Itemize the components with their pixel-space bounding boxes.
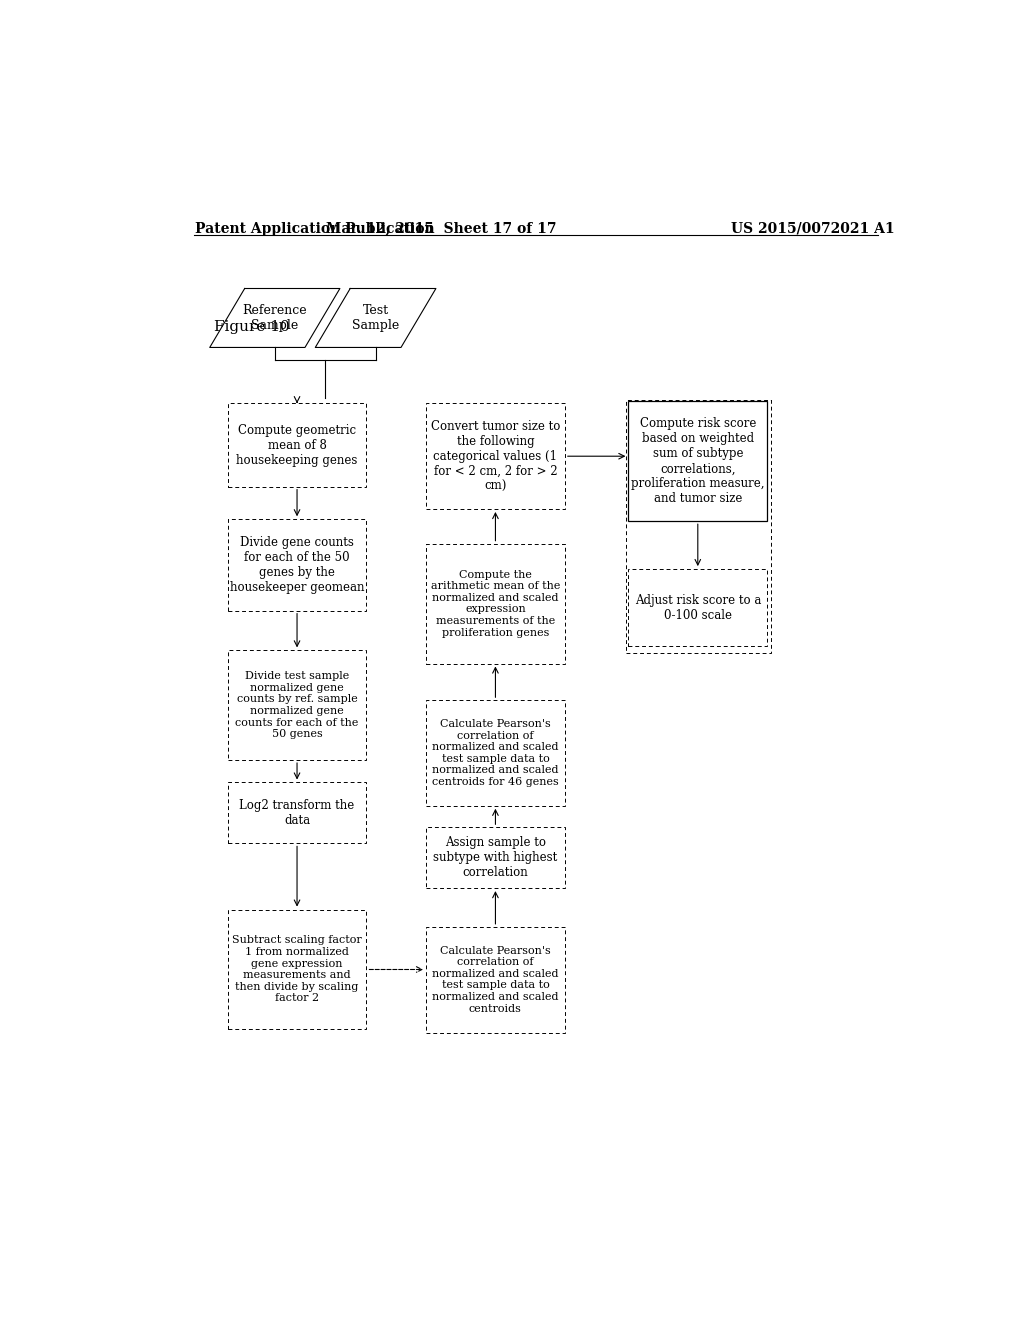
Text: Reference
Sample: Reference Sample [243,304,307,331]
FancyBboxPatch shape [227,783,367,843]
Text: US 2015/0072021 A1: US 2015/0072021 A1 [731,222,895,235]
FancyBboxPatch shape [227,404,367,487]
Text: Convert tumor size to
the following
categorical values (1
for < 2 cm, 2 for > 2
: Convert tumor size to the following cate… [431,420,560,492]
FancyBboxPatch shape [629,569,767,647]
FancyBboxPatch shape [426,404,565,510]
Text: Log2 transform the
data: Log2 transform the data [240,799,354,826]
Text: Divide gene counts
for each of the 50
genes by the
housekeeper geomean: Divide gene counts for each of the 50 ge… [229,536,365,594]
FancyBboxPatch shape [426,927,565,1032]
Text: Calculate Pearson's
correlation of
normalized and scaled
test sample data to
nor: Calculate Pearson's correlation of norma… [432,719,559,787]
Text: Subtract scaling factor
1 from normalized
gene expression
measurements and
then : Subtract scaling factor 1 from normalize… [232,936,361,1003]
FancyBboxPatch shape [227,519,367,611]
FancyBboxPatch shape [426,544,565,664]
FancyBboxPatch shape [629,401,767,521]
Text: Patent Application Publication: Patent Application Publication [196,222,435,235]
FancyBboxPatch shape [426,700,565,805]
FancyBboxPatch shape [227,651,367,760]
Text: Calculate Pearson's
correlation of
normalized and scaled
test sample data to
nor: Calculate Pearson's correlation of norma… [432,945,559,1014]
Text: Mar. 12, 2015  Sheet 17 of 17: Mar. 12, 2015 Sheet 17 of 17 [327,222,557,235]
Text: Compute the
arithmetic mean of the
normalized and scaled
expression
measurements: Compute the arithmetic mean of the norma… [431,570,560,638]
Text: Figure 10: Figure 10 [214,321,290,334]
Text: Assign sample to
subtype with highest
correlation: Assign sample to subtype with highest co… [433,836,557,879]
FancyBboxPatch shape [426,828,565,888]
Text: Compute risk score
based on weighted
sum of subtype
correlations,
proliferation : Compute risk score based on weighted sum… [631,417,765,506]
Text: Divide test sample
normalized gene
counts by ref. sample
normalized gene
counts : Divide test sample normalized gene count… [236,672,358,739]
Text: Compute geometric
mean of 8
housekeeping genes: Compute geometric mean of 8 housekeeping… [237,424,357,466]
Text: Test
Sample: Test Sample [352,304,399,331]
FancyBboxPatch shape [227,909,367,1030]
Text: Adjust risk score to a
0-100 scale: Adjust risk score to a 0-100 scale [635,594,761,622]
